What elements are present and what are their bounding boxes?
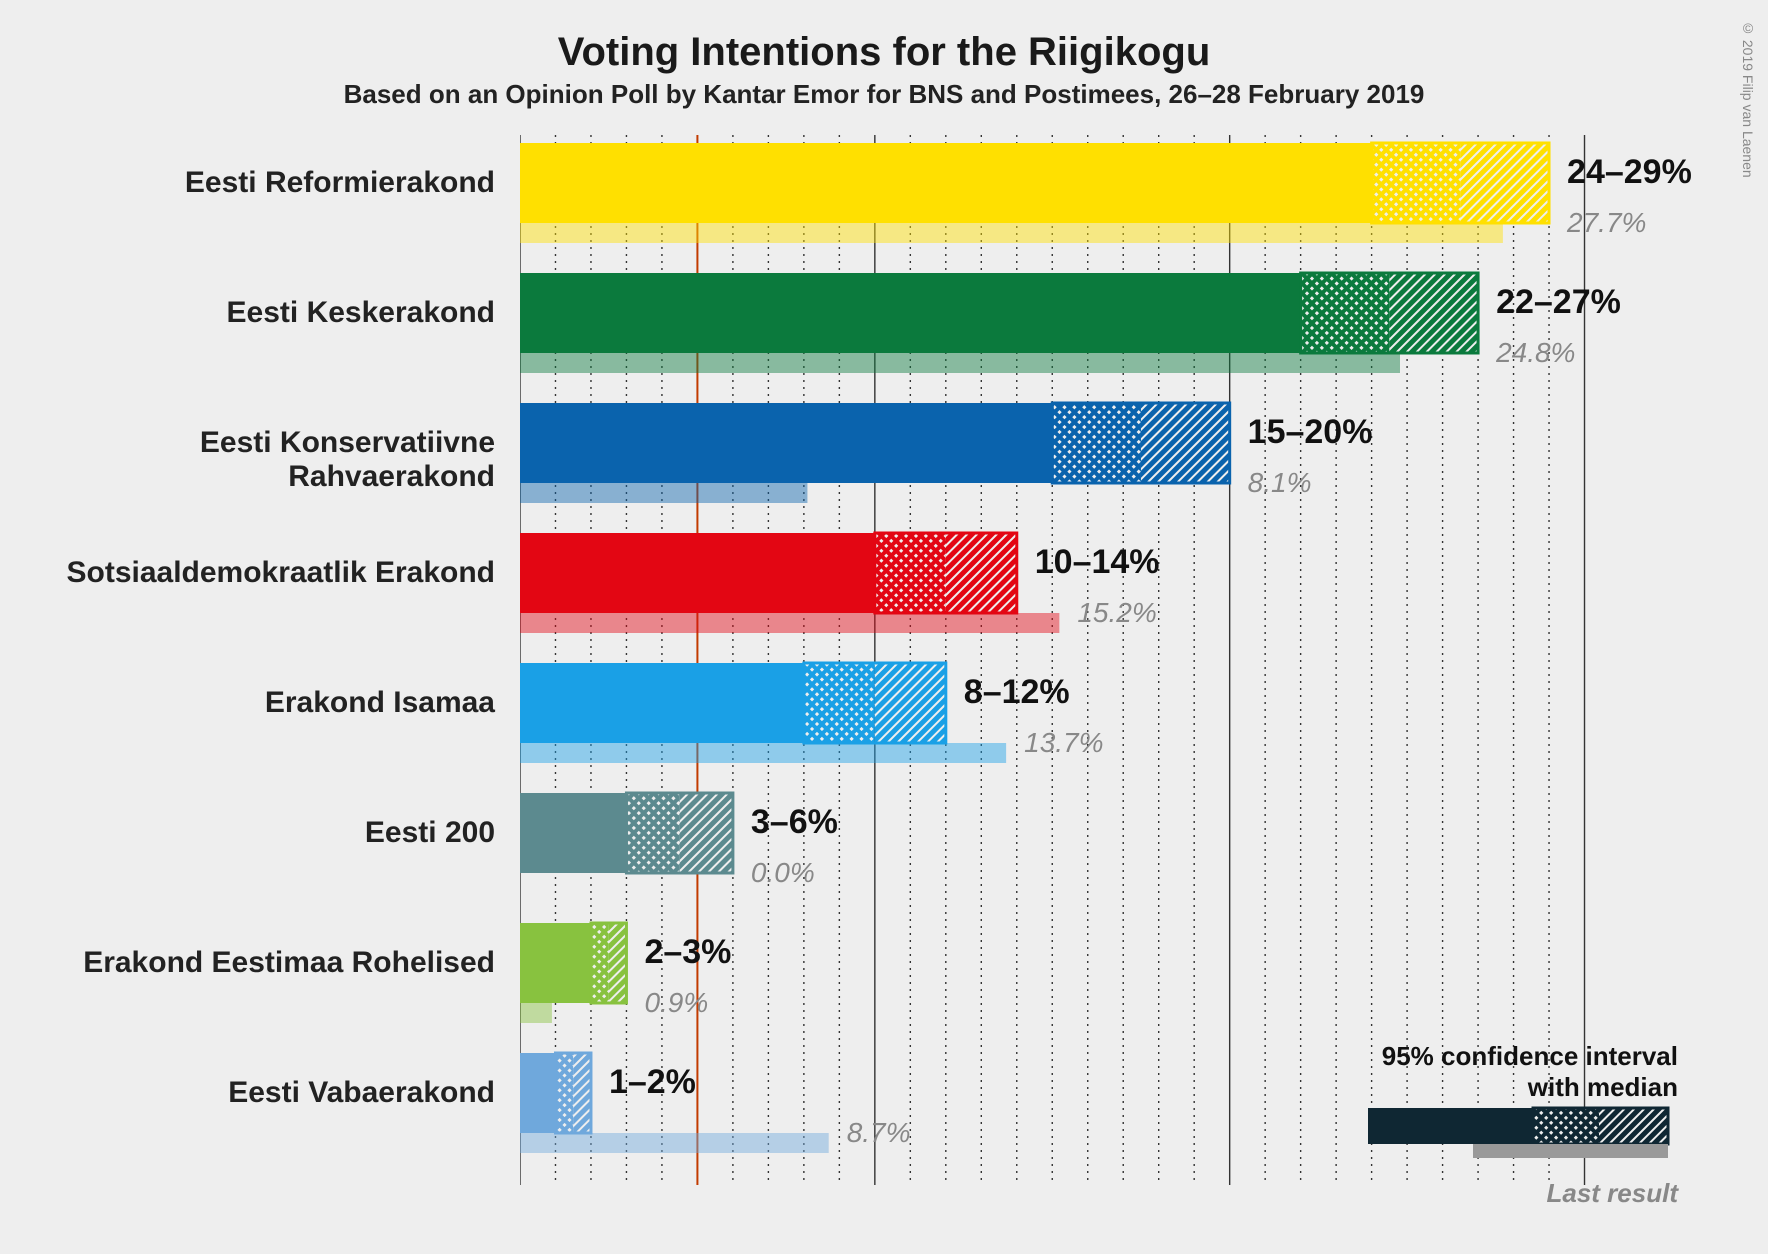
legend: 95% confidence interval with median Last… (1368, 1041, 1678, 1209)
value-last: 0.0% (751, 857, 815, 889)
copyright-text: © 2019 Filip van Laenen (1740, 20, 1756, 178)
value-range: 15–20% (1248, 413, 1373, 452)
value-last: 27.7% (1567, 207, 1646, 239)
value-range: 3–6% (751, 803, 838, 842)
legend-last-result: Last result (1368, 1178, 1678, 1209)
party-label: Eesti 200 (0, 816, 495, 850)
title-block: Voting Intentions for the Riigikogu Base… (0, 0, 1768, 110)
legend-swatch (1368, 1103, 1678, 1173)
value-range: 1–2% (609, 1063, 696, 1102)
party-label: Eesti Konservatiivne Rahvaerakond (0, 426, 495, 494)
party-label: Eesti Vabaerakond (0, 1076, 495, 1110)
chart-subtitle: Based on an Opinion Poll by Kantar Emor … (0, 79, 1768, 110)
party-label: Eesti Reformierakond (0, 166, 495, 200)
value-range: 24–29% (1567, 153, 1692, 192)
value-last: 8.7% (847, 1117, 911, 1149)
legend-ci-line2: with median (1368, 1072, 1678, 1103)
value-range: 10–14% (1035, 543, 1160, 582)
legend-ci-line1: 95% confidence interval (1368, 1041, 1678, 1072)
value-last: 13.7% (1024, 727, 1103, 759)
party-label: Erakond Isamaa (0, 686, 495, 720)
value-last: 24.8% (1496, 337, 1575, 369)
value-range: 22–27% (1496, 283, 1621, 322)
chart-title: Voting Intentions for the Riigikogu (0, 30, 1768, 75)
party-label: Eesti Keskerakond (0, 296, 495, 330)
party-label: Sotsiaaldemokraatlik Erakond (0, 556, 495, 590)
value-last: 0.9% (644, 987, 708, 1019)
value-last: 8.1% (1248, 467, 1312, 499)
value-range: 8–12% (964, 673, 1070, 712)
party-label: Erakond Eestimaa Rohelised (0, 946, 495, 980)
value-range: 2–3% (644, 933, 731, 972)
value-last: 15.2% (1077, 597, 1156, 629)
